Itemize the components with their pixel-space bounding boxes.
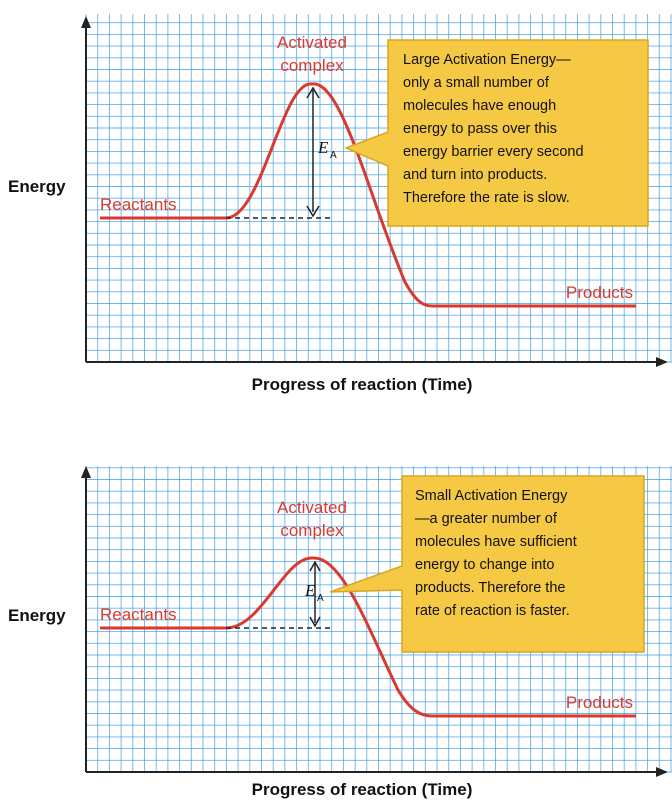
x-axis-arrowhead [656, 357, 668, 367]
activation-energy-subscript: A [317, 593, 324, 604]
callout-line: only a small number of [403, 75, 550, 91]
callout-line: molecules have sufficient [415, 534, 577, 550]
activated-complex-label-line-2: complex [280, 56, 344, 75]
callout-line: products. Therefore the [415, 580, 565, 596]
y-axis-label: Energy [8, 177, 66, 196]
y-axis-label: Energy [8, 606, 66, 625]
reactants-label: Reactants [100, 605, 177, 624]
callout-line: Large Activation Energy— [403, 52, 571, 68]
energy-diagram-svg: Energy Progress of reaction (Time) Activ… [8, 14, 672, 394]
products-label: Products [566, 693, 633, 712]
callout-line: rate of reaction is faster. [415, 603, 570, 619]
y-axis-arrowhead [81, 466, 91, 478]
grid [85, 14, 672, 363]
activated-complex-label-line-1: Activated [277, 498, 347, 517]
activation-energy-subscript: A [330, 150, 337, 161]
ea-arrowhead-up [309, 560, 321, 572]
x-axis-label: Progress of reaction (Time) [252, 780, 473, 799]
x-axis-label: Progress of reaction (Time) [252, 375, 473, 394]
callout-line: energy barrier every second [403, 144, 584, 160]
ea-arrowhead-down [306, 205, 320, 218]
energy-curve [100, 556, 636, 718]
activation-energy-symbol: E [317, 138, 329, 157]
energy-diagram-large-activation: Energy Progress of reaction (Time) Activ… [0, 0, 672, 400]
callout-line: —a greater number of [415, 511, 558, 527]
activated-complex-label-line-1: Activated [277, 33, 347, 52]
activation-energy-symbol: E [304, 581, 316, 600]
products-label: Products [566, 283, 633, 302]
y-axis-arrowhead [81, 16, 91, 28]
callout-line: molecules have enough [403, 98, 556, 114]
ea-arrowhead-down [309, 616, 321, 628]
activated-complex-label-line-2: complex [280, 521, 344, 540]
x-axis-arrowhead [656, 767, 668, 777]
callout-line: and turn into products. [403, 167, 547, 183]
callout-line: Small Activation Energy [415, 488, 568, 504]
callout-line: Therefore the rate is slow. [403, 190, 570, 206]
energy-diagram-small-activation: Energy Progress of reaction (Time) Activ… [0, 458, 672, 803]
callout-line: energy to change into [415, 557, 554, 573]
reactants-label: Reactants [100, 195, 177, 214]
callout-box [329, 475, 645, 653]
energy-diagram-svg: Energy Progress of reaction (Time) Activ… [8, 466, 672, 799]
ea-arrowhead-up [306, 86, 320, 99]
energy-curve [100, 82, 636, 308]
callout-box [344, 39, 649, 227]
callout-line: energy to pass over this [403, 121, 557, 137]
